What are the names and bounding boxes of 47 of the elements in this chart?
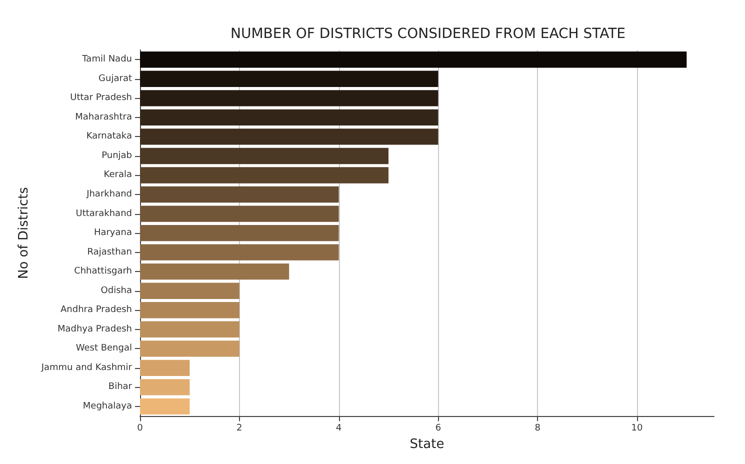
x-tick-label: 2 (236, 424, 242, 434)
bar (140, 263, 290, 280)
y-tick-label: Madhya Pradesh (57, 324, 132, 334)
bar (140, 128, 438, 145)
y-axis-title: No of Districts (16, 186, 32, 280)
y-tick-label: Rajasthan (87, 247, 132, 258)
bar (140, 282, 240, 299)
y-tick-label: Gujarat (98, 74, 132, 84)
bar (140, 186, 339, 203)
bar (140, 52, 687, 68)
y-tick-label: Jharkhand (86, 190, 132, 200)
y-tick-label: Kerala (104, 170, 132, 180)
y-tick-label: West Bengal (76, 344, 132, 354)
y-tick-label: Jammu and Kashmir (40, 362, 132, 373)
x-tick-label: 4 (336, 424, 342, 434)
bar (140, 148, 388, 164)
x-tick-label: 10 (631, 424, 643, 434)
y-tick-label: Maharashtra (75, 112, 132, 122)
y-tick-label: Uttarakhand (76, 208, 132, 219)
x-tick-label: 0 (137, 424, 144, 434)
bar (140, 321, 240, 338)
y-tick-label: Punjab (102, 150, 132, 161)
y-tick-label: Odisha (100, 286, 132, 296)
bar (140, 340, 240, 357)
y-tick-label: Andhra Pradesh (60, 305, 132, 316)
chart-title: NUMBER OF DISTRICTS CONSIDERED FROM EACH STATE (230, 26, 626, 42)
y-tick-label: Tamil Nadu (81, 54, 132, 65)
bar (140, 206, 339, 222)
bar (140, 224, 339, 242)
bar (140, 398, 190, 415)
y-tick-label: Meghalaya (82, 401, 132, 412)
y-tick-label: Uttar Pradesh (70, 93, 132, 104)
bar (140, 167, 388, 184)
y-tick-label: Chhattisgarh (74, 266, 132, 277)
bar (140, 302, 240, 318)
bar (140, 90, 438, 106)
bar (140, 379, 190, 396)
bar (140, 109, 438, 126)
x-tick-label: 6 (435, 424, 442, 434)
y-tick-label: Karnataka (86, 132, 132, 142)
bar (140, 244, 339, 260)
bar (140, 70, 438, 87)
x-tick-label: 8 (534, 424, 541, 434)
bar (140, 360, 190, 376)
x-axis-title: State (410, 437, 444, 452)
y-tick-label: Haryana (94, 228, 132, 238)
y-tick-label: Bihar (108, 382, 132, 392)
